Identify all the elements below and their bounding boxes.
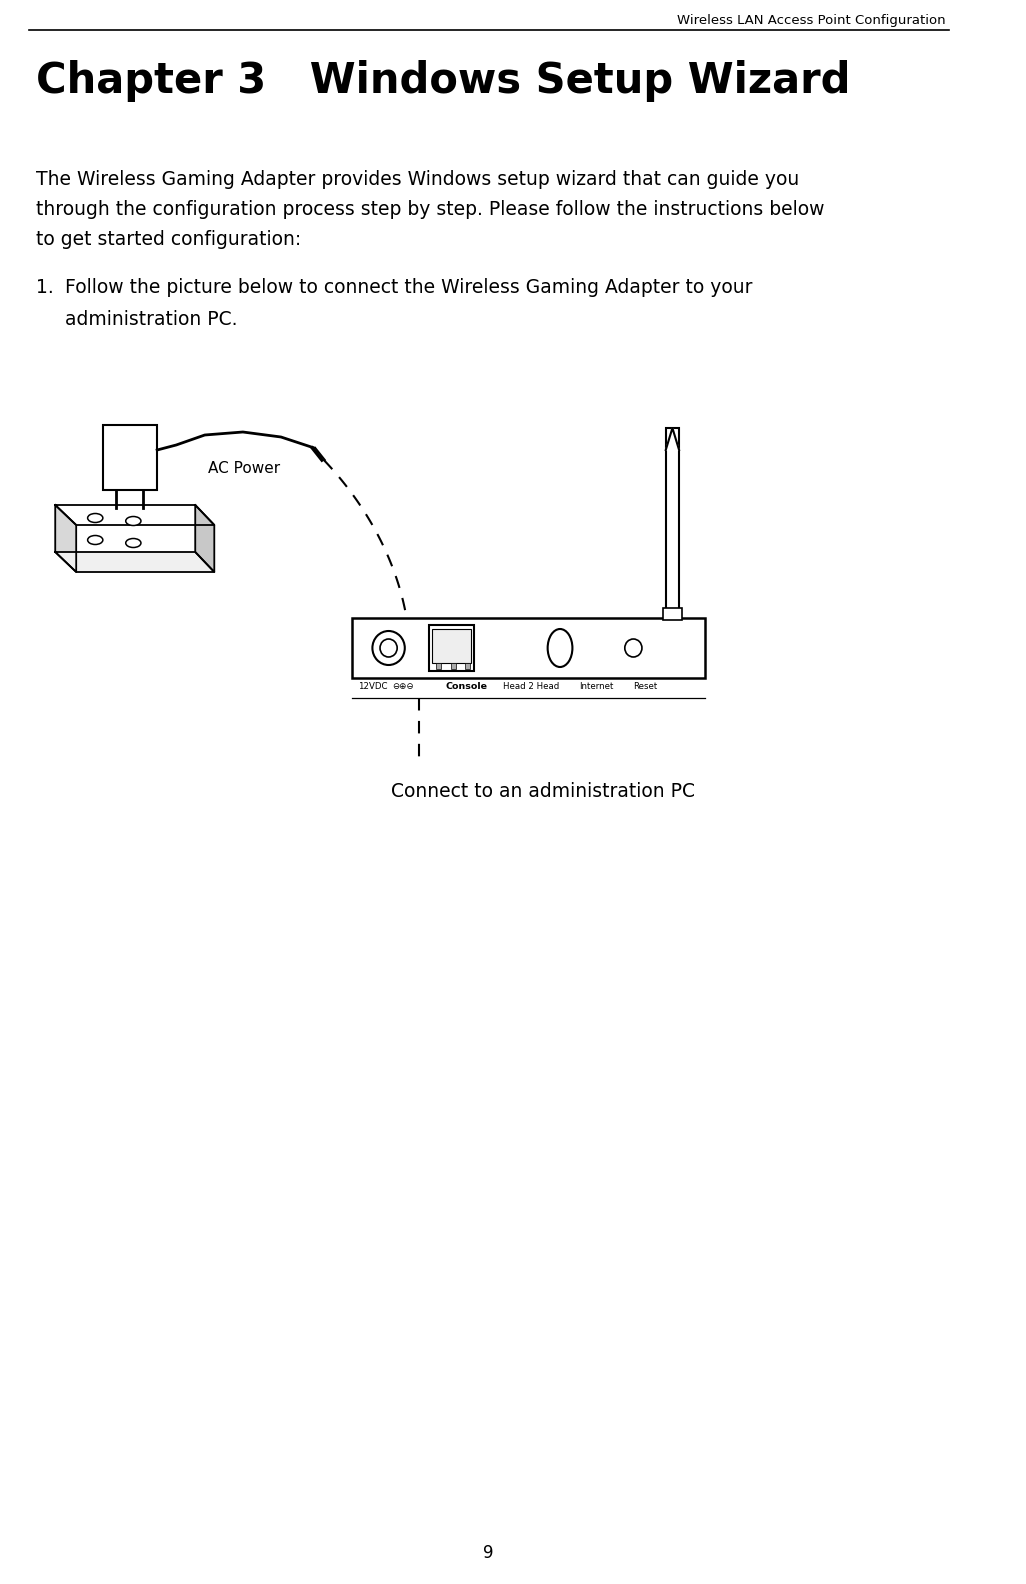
Bar [465,664,470,668]
Bar [432,629,471,664]
Text: through the configuration process step by step. Please follow the instructions b: through the configuration process step b… [36,200,825,219]
Text: Internet: Internet [579,683,614,691]
Bar [666,428,679,618]
Bar [429,626,474,672]
Bar [436,664,441,668]
Text: Chapter 3   Windows Setup Wizard: Chapter 3 Windows Setup Wizard [36,60,851,101]
Text: Head 2 Head: Head 2 Head [503,683,559,691]
Polygon shape [666,428,679,450]
Polygon shape [55,505,214,524]
Polygon shape [195,505,214,572]
Ellipse shape [87,535,103,545]
Text: AC Power: AC Power [207,461,280,475]
Text: to get started configuration:: to get started configuration: [36,230,302,249]
Text: 1.: 1. [36,279,54,298]
Text: Console: Console [445,683,487,691]
Text: administration PC.: administration PC. [65,310,237,329]
Ellipse shape [548,629,573,667]
Text: 12VDC: 12VDC [358,683,388,691]
Bar [103,425,157,489]
Text: 9: 9 [483,1544,494,1562]
Text: Follow the picture below to connect the Wireless Gaming Adapter to your: Follow the picture below to connect the … [65,279,752,298]
Ellipse shape [87,513,103,523]
Bar [451,664,457,668]
Text: Wireless LAN Access Point Configuration: Wireless LAN Access Point Configuration [677,14,946,27]
Text: Connect to an administration PC: Connect to an administration PC [391,782,695,802]
Text: Reset: Reset [633,683,658,691]
Circle shape [380,638,397,657]
Bar [663,608,682,619]
Circle shape [372,630,405,665]
Bar [352,618,705,678]
Circle shape [625,638,642,657]
Text: The Wireless Gaming Adapter provides Windows setup wizard that can guide you: The Wireless Gaming Adapter provides Win… [36,169,799,188]
Ellipse shape [126,539,141,548]
Ellipse shape [126,516,141,526]
Text: ⊖⊕⊖: ⊖⊕⊖ [392,683,415,691]
Polygon shape [55,551,214,572]
Polygon shape [55,505,76,572]
